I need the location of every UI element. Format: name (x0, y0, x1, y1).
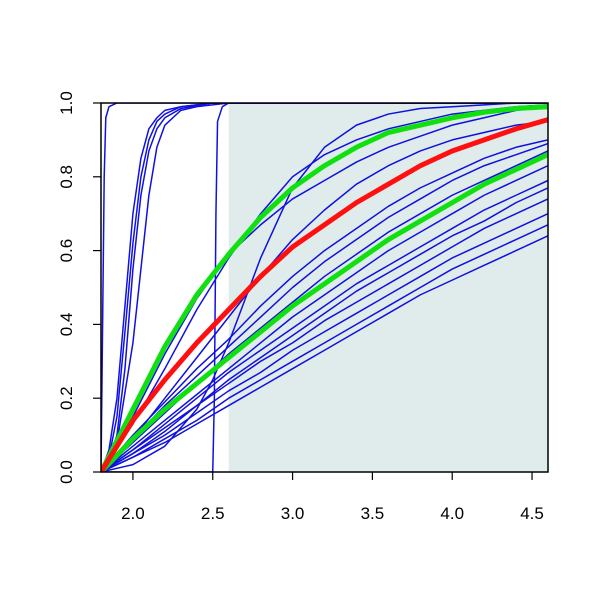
y-tick-label: 0.6 (57, 239, 76, 263)
blue-curve-17 (101, 179, 548, 472)
blue-curve-21 (101, 224, 548, 472)
plot-frame (100, 102, 549, 473)
x-tick-label: 2.5 (201, 504, 225, 523)
x-tick-label: 4.5 (520, 504, 544, 523)
x-tick-label: 3.5 (361, 504, 385, 523)
blue-curve-3 (101, 103, 548, 472)
y-tick-label: 1.0 (57, 91, 76, 115)
y-axis: 0.0 0.2 0.4 0.6 0.8 1.0 (57, 91, 101, 484)
blue-curve-6 (101, 103, 548, 472)
green-curve-1 (101, 104, 548, 472)
blue-curve-18 (101, 187, 548, 472)
y-tick-label: 0.8 (57, 165, 76, 189)
plot-region (100, 102, 549, 473)
y-tick-label: 0.4 (57, 313, 76, 337)
y-tick-label: 0.0 (57, 460, 76, 484)
blue-curve-16 (101, 164, 548, 472)
blue-curve-10 (101, 103, 548, 472)
blue-curve-20 (101, 212, 548, 472)
red-curve-0 (101, 117, 548, 472)
x-tick-label: 3.0 (281, 504, 305, 523)
blue-curve-11 (101, 105, 548, 472)
blue-curve-19 (101, 198, 548, 472)
x-tick-label: 2.0 (121, 504, 145, 523)
blue-curve-13 (101, 139, 548, 472)
curves (101, 103, 548, 472)
x-axis: 2.0 2.5 3.0 3.5 4.0 4.5 (121, 472, 544, 523)
blue-curve-22 (101, 235, 548, 472)
blue-curve-14 (101, 142, 548, 472)
blue-curve-12 (101, 120, 548, 472)
y-tick-label: 0.2 (57, 386, 76, 410)
blue-curve-7 (101, 103, 548, 472)
shaded-region (228, 103, 548, 472)
x-tick-label: 4.0 (440, 504, 464, 523)
green-curve-2 (101, 152, 548, 472)
